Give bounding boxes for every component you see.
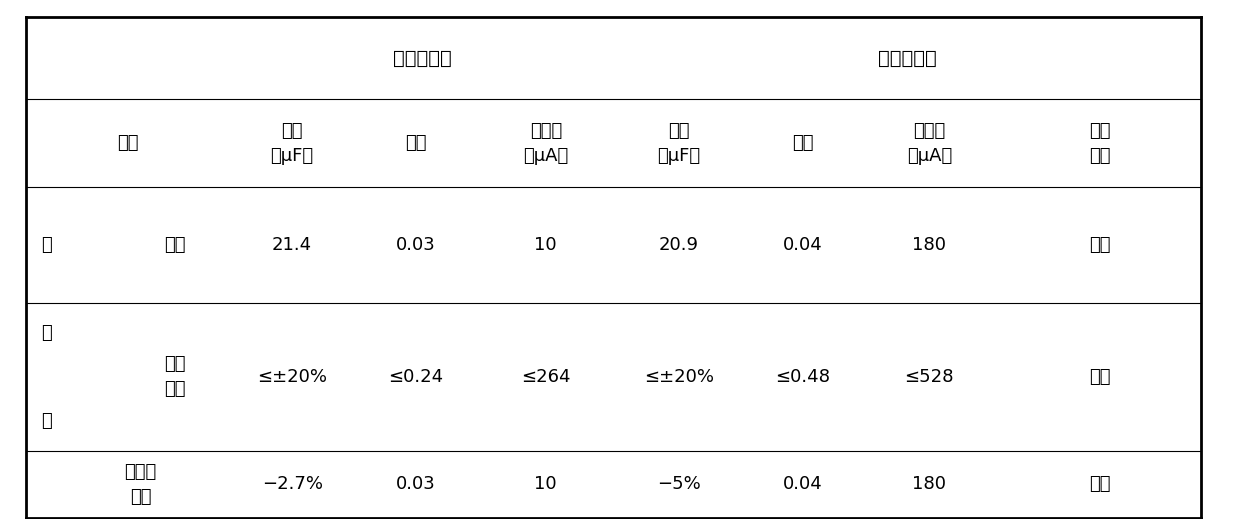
Text: −2.7%: −2.7% xyxy=(262,475,322,493)
Text: 平: 平 xyxy=(41,236,52,254)
Text: 高温储存前: 高温储存前 xyxy=(393,49,451,67)
Text: 180: 180 xyxy=(913,475,946,493)
Text: ≤±20%: ≤±20% xyxy=(644,368,714,386)
Text: 外观
检查: 外观 检查 xyxy=(1089,122,1110,165)
Text: 损耗: 损耗 xyxy=(792,134,813,153)
Text: 180: 180 xyxy=(913,236,946,254)
Text: 漏电流
（μA）: 漏电流 （μA） xyxy=(523,122,568,165)
Text: 良好: 良好 xyxy=(1089,368,1110,386)
Text: 变化值
实测: 变化值 实测 xyxy=(124,462,156,506)
Text: 10: 10 xyxy=(534,236,557,254)
Text: 项目: 项目 xyxy=(118,134,139,153)
Text: 损耗: 损耗 xyxy=(405,134,427,153)
Text: 容量
（μF）: 容量 （μF） xyxy=(270,122,314,165)
Text: 21.4: 21.4 xyxy=(272,236,312,254)
Text: ≤528: ≤528 xyxy=(904,368,954,386)
Text: 实测: 实测 xyxy=(164,236,185,254)
Text: 良好: 良好 xyxy=(1089,475,1110,493)
Text: 0.04: 0.04 xyxy=(782,475,822,493)
Text: 0.03: 0.03 xyxy=(396,475,435,493)
Text: 漏电流
（μA）: 漏电流 （μA） xyxy=(906,122,952,165)
Text: 均: 均 xyxy=(41,324,52,342)
Text: 值: 值 xyxy=(41,412,52,430)
Text: ≤0.24: ≤0.24 xyxy=(388,368,444,386)
Text: −5%: −5% xyxy=(657,475,701,493)
Text: ≤0.48: ≤0.48 xyxy=(775,368,830,386)
Text: 0.04: 0.04 xyxy=(782,236,822,254)
Text: 国家
标准: 国家 标准 xyxy=(164,356,185,399)
Text: 10: 10 xyxy=(534,475,557,493)
Text: 容量
（μF）: 容量 （μF） xyxy=(657,122,701,165)
Text: 0.03: 0.03 xyxy=(396,236,435,254)
Text: 20.9: 20.9 xyxy=(658,236,699,254)
Text: ≤±20%: ≤±20% xyxy=(257,368,327,386)
Text: ≤264: ≤264 xyxy=(521,368,570,386)
Text: 良好: 良好 xyxy=(1089,236,1110,254)
Text: 高温储存后: 高温储存后 xyxy=(878,49,937,67)
